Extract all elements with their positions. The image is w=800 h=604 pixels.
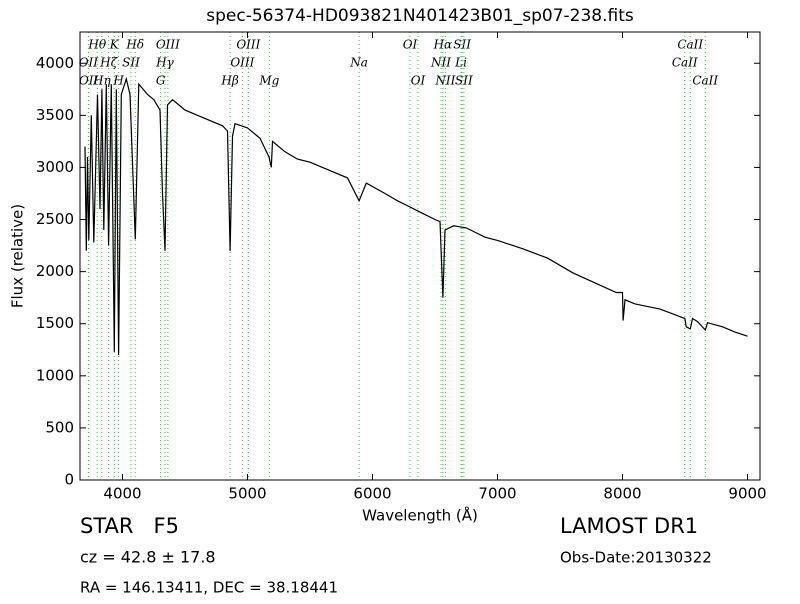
- x-tick-label: 8000: [603, 485, 641, 503]
- spectrum-line: [84, 76, 748, 356]
- spectral-line-label: Mg: [258, 74, 279, 88]
- spectral-line-label: OI: [411, 74, 426, 88]
- spectral-line-label: Hζ: [99, 56, 118, 70]
- x-tick-label: 6000: [353, 485, 391, 503]
- spectral-line-label: Hθ: [87, 38, 106, 52]
- spectral-line-label: OIII: [236, 38, 260, 52]
- y-tick-label: 3500: [36, 106, 74, 124]
- spectral-line-label: Li: [454, 56, 467, 70]
- survey: LAMOST DR1: [560, 514, 698, 538]
- x-tick-label: 9000: [728, 485, 766, 503]
- spectral-line-label: SII: [455, 74, 473, 88]
- y-tick-label: 1000: [36, 366, 74, 384]
- y-tick-label: 0: [64, 471, 74, 489]
- spectral-line-label: CaII: [677, 38, 703, 52]
- spectral-line-label: H: [112, 74, 124, 88]
- spectral-line-label: CaII: [672, 56, 698, 70]
- spectral-line-label: G: [156, 74, 166, 88]
- y-tick-label: 2500: [36, 210, 74, 228]
- spectral-line-label: Na: [349, 56, 368, 70]
- spectral-line-label: OII: [79, 56, 99, 70]
- x-axis-label: Wavelength (Å): [362, 506, 478, 525]
- spectral-line-label: CaII: [692, 74, 718, 88]
- spectral-line-label: Hη: [92, 74, 111, 88]
- spectral-line-label: NII: [434, 74, 455, 88]
- obs-date: Obs-Date:20130322: [560, 549, 712, 567]
- spectral-line-label: OI: [403, 38, 418, 52]
- plot-frame: [79, 31, 761, 481]
- redshift: cz = 42.8 ± 17.8: [80, 548, 216, 567]
- spectral-line-label: SII: [453, 38, 471, 52]
- y-axis-label: Flux (relative): [9, 204, 27, 308]
- chart-title: spec-56374-HD093821N401423B01_sp07-238.f…: [206, 6, 634, 26]
- spectral-line-label: Hδ: [125, 38, 144, 52]
- spectral-line-label: K: [109, 38, 120, 52]
- spectral-line-label: OIII: [230, 56, 254, 70]
- y-tick-label: 1500: [36, 314, 74, 332]
- spectral-line-label: OII: [79, 74, 99, 88]
- y-tick-label: 500: [45, 418, 74, 436]
- spectral-line-label: SII: [122, 56, 140, 70]
- spectral-line-label: Hβ: [220, 74, 238, 88]
- object-class: STAR F5: [80, 514, 179, 538]
- x-tick-label: 4000: [103, 485, 141, 503]
- y-tick-label: 2000: [36, 262, 74, 280]
- spectral-line-label: Hγ: [155, 56, 174, 70]
- spectral-line-label: NII: [430, 56, 451, 70]
- y-tick-label: 4000: [36, 54, 74, 72]
- spectral-line-label: OIII: [156, 38, 180, 52]
- spectral-line-label: Hα: [433, 38, 453, 52]
- x-tick-label: 5000: [228, 485, 266, 503]
- coordinates: RA = 146.13411, DEC = 38.18441: [80, 579, 338, 597]
- x-tick-label: 7000: [478, 485, 516, 503]
- y-tick-label: 3000: [36, 158, 74, 176]
